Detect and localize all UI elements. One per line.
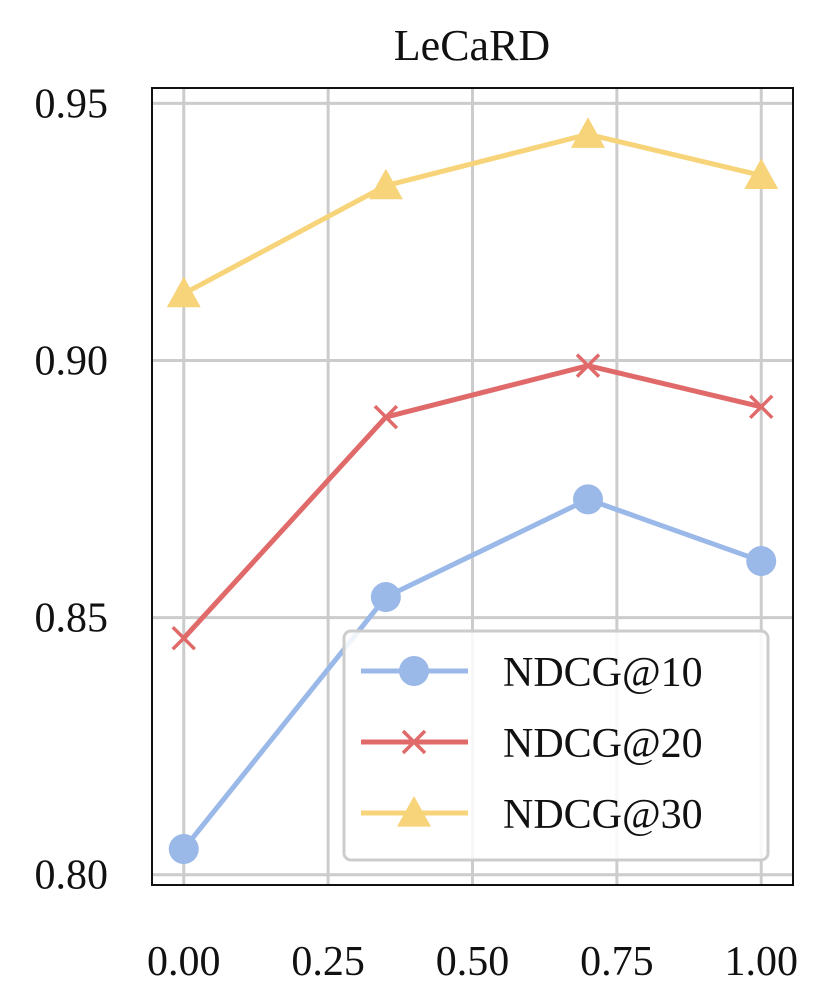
legend-label: NDCG@20 <box>503 721 703 767</box>
data-point <box>171 625 196 651</box>
legend-marker <box>401 729 427 755</box>
y-tick-label: 0.85 <box>35 596 109 642</box>
y-tick-label: 0.90 <box>35 339 109 385</box>
series-NDCG@10 <box>168 484 777 865</box>
legend-marker <box>397 796 431 827</box>
data-point <box>168 834 199 865</box>
series-NDCG@30 <box>166 117 779 308</box>
grid-lines <box>152 88 793 885</box>
legend-marker <box>399 656 429 686</box>
series-layer <box>166 117 779 865</box>
plot-frame <box>151 87 794 886</box>
x-tick-label: 0.50 <box>436 939 510 985</box>
data-point <box>570 117 605 148</box>
legend-label: NDCG@10 <box>503 650 703 696</box>
data-point <box>166 276 201 308</box>
data-point <box>744 158 779 190</box>
legend: NDCG@10 NDCG@20 NDCG@30 <box>342 629 770 862</box>
data-point <box>572 484 603 515</box>
legend-box <box>342 629 770 862</box>
data-point <box>370 582 401 613</box>
series-line <box>181 363 762 640</box>
series-NDCG@20 <box>171 353 774 651</box>
legend-label: NDCG@30 <box>503 792 703 838</box>
data-point <box>746 546 777 577</box>
legend-entry: NDCG@30 <box>361 792 703 838</box>
x-tick-label: 0.75 <box>580 939 654 985</box>
data-point <box>749 394 774 420</box>
tick-labels: 0.00 0.25 0.50 0.75 1.00 0.80 0.85 0.90 0.95 <box>35 81 798 985</box>
y-tick-label: 0.95 <box>35 81 109 127</box>
x-tick-label: 0.00 <box>147 939 221 985</box>
series-line <box>181 496 763 851</box>
data-point <box>575 353 601 378</box>
series-line <box>182 131 762 296</box>
legend-entry: NDCG@20 <box>361 721 703 767</box>
x-tick-label: 1.00 <box>724 939 798 985</box>
x-tick-label: 0.25 <box>291 939 365 985</box>
chart-title: LeCaRD <box>394 21 550 70</box>
legend-entry: NDCG@10 <box>361 650 703 696</box>
data-point <box>373 404 399 430</box>
y-tick-label: 0.80 <box>35 853 109 899</box>
data-point <box>368 168 403 200</box>
